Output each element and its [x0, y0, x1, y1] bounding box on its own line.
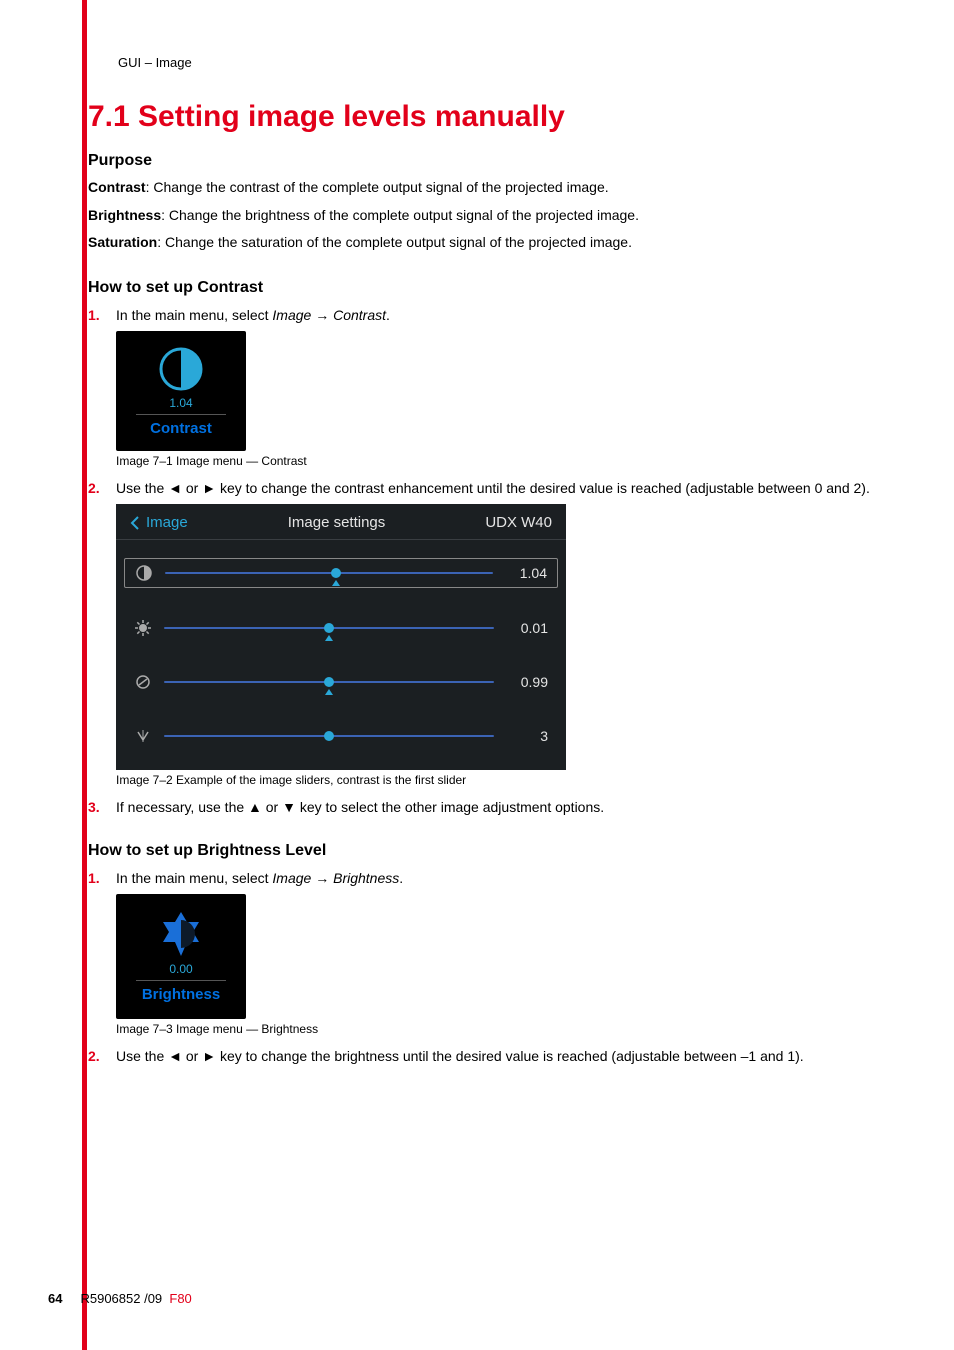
purpose-heading: Purpose: [88, 152, 878, 170]
panel-model: UDX W40: [485, 514, 552, 531]
brightness-step-1: 1. In the main menu, select Image → Brig…: [88, 868, 878, 888]
saturation-icon: [134, 674, 152, 690]
page-footer: 64 R5906852 /09 F80: [48, 1291, 192, 1306]
step-number: 1.: [88, 868, 116, 888]
model-ref: F80: [169, 1291, 191, 1306]
page-number: 64: [48, 1291, 62, 1306]
slider-value: 0.99: [506, 674, 548, 690]
purpose-brightness: Brightness: Change the brightness of the…: [88, 206, 878, 226]
step-number: 1.: [88, 305, 116, 325]
slider-track[interactable]: [164, 627, 494, 629]
slider-value: 3: [506, 728, 548, 744]
slider-saturation[interactable]: 0.99: [116, 668, 566, 696]
slider-track[interactable]: [164, 735, 494, 737]
brightness-icon: [134, 620, 152, 636]
breadcrumb: GUI – Image: [118, 55, 878, 70]
doc-ref: R5906852 /09: [80, 1291, 162, 1306]
back-label: Image: [146, 514, 188, 531]
slider-track[interactable]: [165, 572, 493, 574]
brightness-heading: How to set up Brightness Level: [88, 842, 878, 860]
page-title: 7.1 Setting image levels manually: [88, 100, 878, 134]
back-button[interactable]: Image: [130, 514, 188, 531]
brightness-icon: [156, 909, 206, 959]
contrast-tile-value: 1.04: [169, 396, 192, 410]
contrast-heading: How to set up Contrast: [88, 279, 878, 297]
slider-value: 0.01: [506, 620, 548, 636]
slider-contrast[interactable]: 1.04: [124, 558, 558, 588]
sharpness-icon: [134, 728, 152, 744]
slider-value: 1.04: [505, 565, 547, 581]
caption-7-1: Image 7–1 Image menu — Contrast: [116, 454, 878, 468]
contrast-step-2: 2. Use the ◄ or ► key to change the cont…: [88, 478, 878, 498]
contrast-step-3: 3. If necessary, use the ▲ or ▼ key to s…: [88, 797, 878, 817]
step-number: 3.: [88, 797, 116, 817]
slider-track[interactable]: [164, 681, 494, 683]
image-settings-panel: Image Image settings UDX W40 1.04: [116, 504, 566, 770]
contrast-tile-label: Contrast: [150, 420, 212, 437]
contrast-menu-tile[interactable]: 1.04 Contrast: [116, 331, 246, 451]
panel-title: Image settings: [188, 514, 486, 531]
brightness-tile-value: 0.00: [169, 962, 192, 976]
caption-7-2: Image 7–2 Example of the image sliders, …: [116, 773, 878, 787]
caption-7-3: Image 7–3 Image menu — Brightness: [116, 1022, 878, 1036]
brightness-step-2: 2. Use the ◄ or ► key to change the brig…: [88, 1046, 878, 1066]
brightness-tile-label: Brightness: [142, 986, 220, 1003]
slider-sharpness[interactable]: 3: [116, 722, 566, 750]
step-number: 2.: [88, 1046, 116, 1066]
contrast-icon: [135, 565, 153, 581]
step-number: 2.: [88, 478, 116, 498]
contrast-step-1: 1. In the main menu, select Image → Cont…: [88, 305, 878, 325]
purpose-saturation: Saturation: Change the saturation of the…: [88, 233, 878, 253]
purpose-contrast: Contrast: Change the contrast of the com…: [88, 178, 878, 198]
contrast-icon: [157, 345, 205, 393]
slider-brightness[interactable]: 0.01: [116, 614, 566, 642]
chevron-left-icon: [130, 516, 140, 530]
brightness-menu-tile[interactable]: 0.00 Brightness: [116, 894, 246, 1019]
